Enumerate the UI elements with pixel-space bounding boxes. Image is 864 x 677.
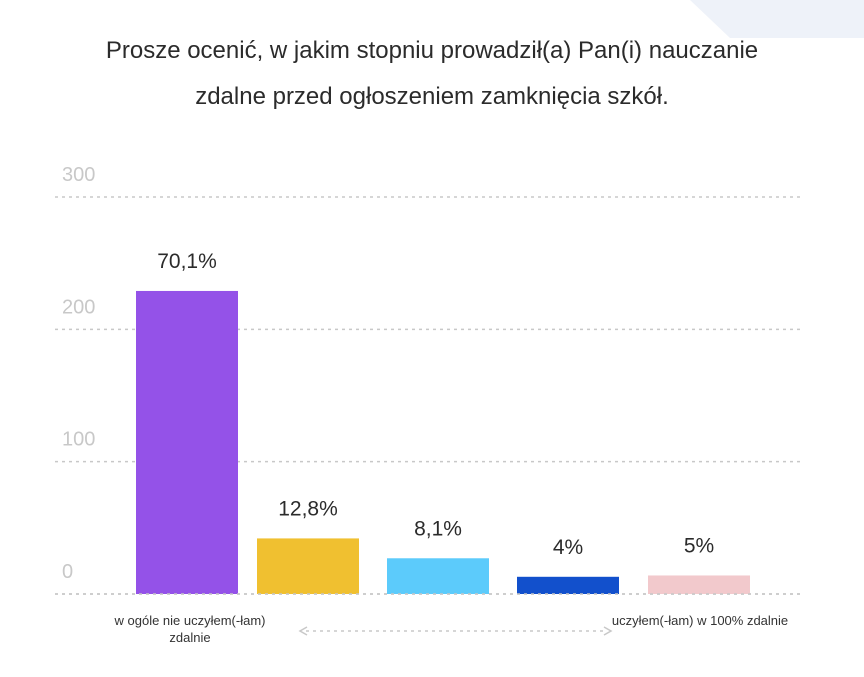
data-label-3: 8,1% <box>414 517 462 540</box>
chart-title-line-1: Prosze ocenić, w jakim stopniu prowadził… <box>105 37 759 64</box>
scale-arrow-left-head <box>298 626 308 636</box>
bar-1 <box>136 290 238 594</box>
bar-2 <box>257 538 359 594</box>
corner-decoration <box>690 0 864 38</box>
scale-label-left: w ogóle nie uczyłem(-łam) zdalnie <box>114 613 266 645</box>
bar-4 <box>517 576 619 594</box>
data-label-2: 12,8% <box>278 497 338 520</box>
scale-arrow-right-head <box>603 626 613 636</box>
data-label-1: 70,1% <box>157 250 217 273</box>
data-label-4: 4% <box>553 536 583 559</box>
y-tick-label-100: 100 <box>62 429 95 451</box>
data-label-5: 5% <box>684 534 714 557</box>
y-tick-label-0: 0 <box>62 561 73 583</box>
y-tick-label-300: 300 <box>62 164 95 186</box>
chart-title-line-2: zdalne przed ogłoszeniem zamknięcia szkó… <box>195 83 669 110</box>
bar-3 <box>387 558 489 594</box>
scale-label-right: uczyłem(-łam) w 100% zdalnie <box>611 613 789 628</box>
bar-5 <box>648 575 750 594</box>
chart-title: Prosze ocenić, w jakim stopniu prowadził… <box>40 28 824 120</box>
y-tick-label-200: 200 <box>62 296 95 318</box>
